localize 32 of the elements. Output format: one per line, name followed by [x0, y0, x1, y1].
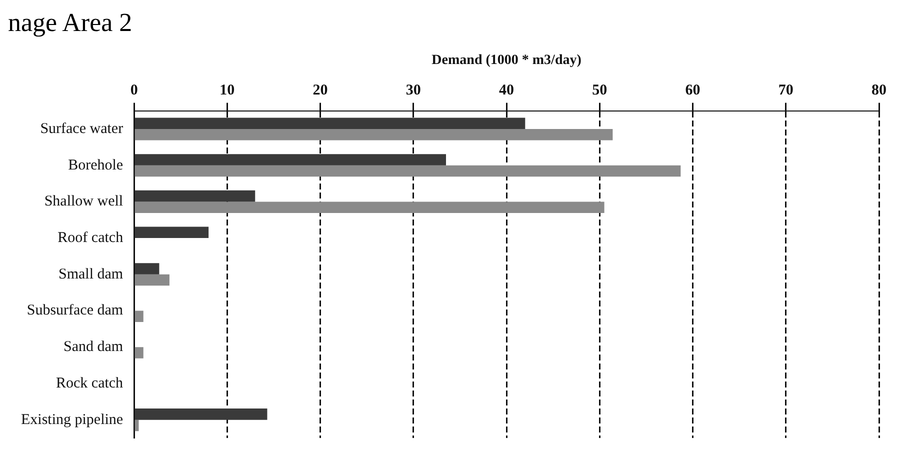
x-tick-label: 70 [778, 82, 794, 99]
y-tick-label: Small dam [58, 266, 124, 282]
bar [134, 202, 604, 213]
bar [134, 310, 144, 322]
bar [134, 408, 268, 420]
x-tick-label: 20 [312, 82, 328, 99]
x-tick-label: 60 [685, 82, 700, 99]
x-tick-label: 30 [406, 82, 421, 99]
x-axis-title: Demand (1000 * m3/day) [432, 53, 582, 68]
bar [134, 165, 681, 177]
chart-title: nage Area 2 [8, 8, 132, 38]
bar [134, 263, 160, 274]
y-tick-label: Surface water [40, 120, 124, 137]
y-tick-label: Roof catch [58, 230, 124, 246]
x-tick-label: 80 [872, 82, 886, 99]
bar [134, 154, 446, 166]
y-tick-label: Borehole [68, 157, 124, 174]
x-tick-label: 0 [130, 82, 138, 99]
bar [134, 118, 526, 129]
y-tick-label: Subsurface dam [26, 302, 124, 319]
bar [134, 128, 613, 140]
x-tick-label: 50 [592, 82, 608, 99]
bar [134, 226, 209, 238]
y-tick-label: Sand dam [63, 339, 124, 356]
bar [134, 190, 256, 202]
bar [134, 274, 170, 286]
y-tick-label: Rock catch [56, 375, 124, 392]
bar [134, 347, 144, 358]
y-tick-label: Existing pipeline [20, 412, 124, 428]
x-tick-label: 40 [499, 82, 514, 99]
y-tick-label: Shallow well [44, 194, 124, 210]
x-tick-label: 10 [220, 82, 235, 99]
